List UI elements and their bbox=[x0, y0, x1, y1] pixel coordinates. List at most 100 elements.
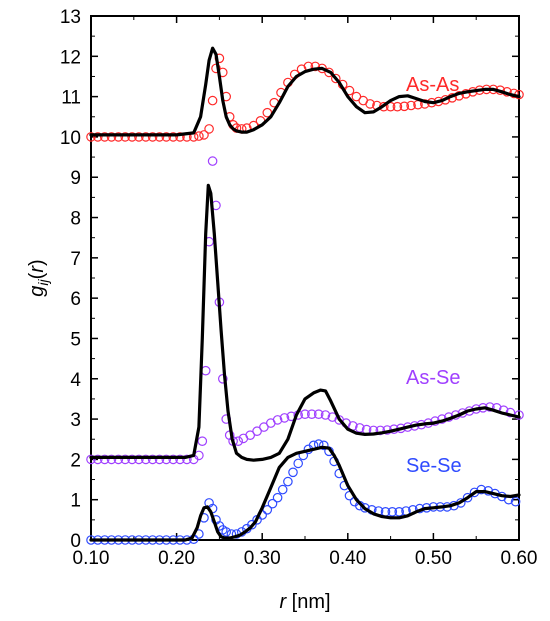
data-point bbox=[252, 426, 262, 436]
data-point bbox=[120, 132, 130, 142]
data-point bbox=[406, 100, 416, 111]
data-point bbox=[306, 409, 317, 419]
data-point bbox=[283, 476, 293, 487]
data-point bbox=[175, 132, 185, 142]
y-tick-label: 13 bbox=[60, 7, 81, 28]
y-tick-label: 6 bbox=[70, 289, 81, 310]
x-tick-label: 0.20 bbox=[158, 548, 195, 569]
x-tick-label: 0.50 bbox=[415, 548, 452, 569]
y-tick-label: 4 bbox=[70, 370, 81, 391]
data-point bbox=[462, 492, 473, 503]
data-point bbox=[120, 454, 130, 465]
series-layer bbox=[86, 46, 524, 545]
data-point bbox=[199, 130, 209, 140]
x-axis-ticks: 0.10 0.20 0.30 0.40 0.50 0.60 bbox=[73, 16, 538, 569]
data-point bbox=[272, 492, 283, 503]
data-point bbox=[330, 73, 341, 84]
x-tick-label: 0.60 bbox=[501, 548, 538, 569]
data-point bbox=[245, 430, 255, 440]
y-tick-label: 1 bbox=[70, 491, 81, 512]
data-point bbox=[113, 454, 124, 465]
data-point bbox=[313, 409, 324, 419]
data-point bbox=[476, 484, 487, 495]
series-markers-as-se bbox=[86, 156, 524, 465]
data-point bbox=[267, 498, 278, 509]
data-point bbox=[197, 436, 208, 446]
data-point bbox=[320, 410, 331, 420]
data-point bbox=[318, 440, 329, 451]
data-point bbox=[204, 124, 214, 134]
y-tick-label: 5 bbox=[70, 329, 81, 350]
data-point bbox=[182, 454, 192, 465]
y-tick-label: 7 bbox=[70, 249, 81, 270]
data-point bbox=[288, 467, 298, 478]
data-point bbox=[141, 454, 151, 465]
data-point bbox=[272, 415, 283, 425]
data-point bbox=[147, 132, 158, 142]
data-point bbox=[86, 132, 96, 142]
data-point bbox=[324, 67, 334, 78]
data-point bbox=[154, 454, 165, 465]
data-point bbox=[392, 101, 403, 112]
data-point bbox=[394, 506, 404, 517]
series-line-as-se-model bbox=[89, 183, 521, 462]
series-line-as-as-model bbox=[89, 46, 521, 137]
data-point bbox=[147, 454, 158, 465]
data-point bbox=[360, 502, 370, 513]
y-tick-label: 8 bbox=[70, 209, 81, 230]
data-point bbox=[127, 132, 137, 142]
series-label-se-se: Se-Se bbox=[406, 455, 462, 477]
x-tick-label: 0.30 bbox=[244, 548, 281, 569]
data-point bbox=[161, 132, 172, 142]
y-tick-label: 11 bbox=[61, 88, 81, 109]
series-label-as-se: As-Se bbox=[406, 367, 460, 389]
data-point bbox=[113, 132, 124, 142]
y-tick-label: 3 bbox=[70, 410, 81, 431]
series-label-as-as: As-As bbox=[406, 74, 459, 96]
data-point bbox=[93, 132, 103, 142]
data-point bbox=[399, 101, 410, 112]
data-point bbox=[218, 373, 228, 384]
data-point bbox=[262, 504, 273, 515]
data-point bbox=[99, 454, 110, 465]
x-tick-label: 0.40 bbox=[329, 548, 366, 569]
data-point bbox=[207, 95, 218, 106]
data-point bbox=[93, 454, 103, 465]
data-point bbox=[277, 484, 288, 495]
data-point bbox=[168, 454, 178, 465]
x-axis-label: r [nm] bbox=[279, 591, 330, 613]
data-point bbox=[134, 132, 144, 142]
y-tick-label: 9 bbox=[70, 168, 81, 189]
data-point bbox=[99, 132, 110, 142]
series-markers-as-as bbox=[86, 53, 524, 142]
series-line-se-se-model bbox=[89, 445, 521, 542]
data-point bbox=[134, 454, 144, 465]
data-point bbox=[207, 156, 218, 166]
data-point bbox=[221, 527, 231, 537]
y-tick-label: 0 bbox=[70, 531, 81, 552]
data-point bbox=[419, 99, 430, 109]
y-tick-label: 2 bbox=[70, 450, 81, 471]
y-tick-label: 10 bbox=[60, 128, 81, 149]
data-point bbox=[168, 132, 178, 142]
x-axis-label-text: r [nm] bbox=[279, 591, 330, 613]
y-axis-label-text: gij(r) bbox=[26, 259, 51, 296]
data-point bbox=[387, 506, 398, 517]
data-point bbox=[127, 454, 137, 465]
y-axis-label: gij(r) bbox=[26, 259, 51, 296]
data-point bbox=[141, 132, 151, 142]
y-tick-label: 12 bbox=[60, 47, 81, 68]
data-point bbox=[175, 454, 185, 465]
data-point bbox=[365, 99, 375, 109]
data-point bbox=[86, 454, 96, 465]
data-point bbox=[247, 519, 257, 530]
data-point bbox=[300, 409, 310, 419]
data-point bbox=[106, 132, 117, 142]
data-point bbox=[510, 496, 521, 507]
data-point bbox=[293, 458, 303, 469]
x-tick-label: 0.10 bbox=[73, 548, 110, 569]
data-point bbox=[154, 132, 165, 142]
